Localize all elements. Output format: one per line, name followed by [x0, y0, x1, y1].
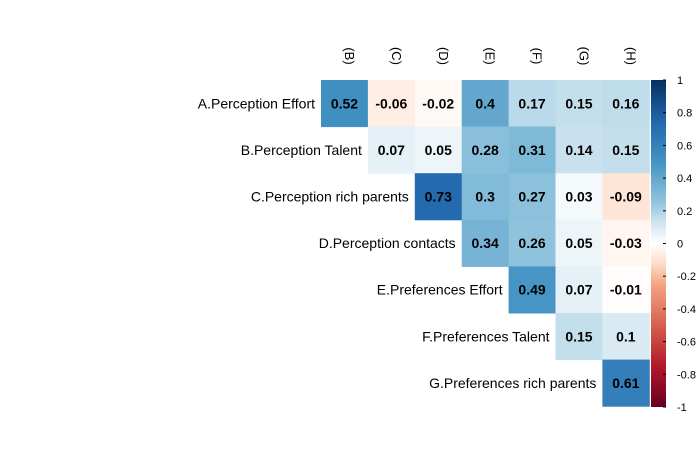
heatmap-cell: [508, 219, 556, 267]
heatmap-cell: [508, 266, 556, 314]
cell-value-label: 0.61: [612, 375, 639, 391]
cell-value-label: 0.31: [518, 142, 545, 158]
heatmap-cell: [414, 126, 463, 174]
cell-value-label: -0.02: [422, 95, 454, 111]
heatmap-cell: [508, 80, 556, 128]
column-label: (G): [577, 47, 592, 66]
heatmap-cell: [602, 266, 650, 314]
heatmap-cells: 0.52 -0.06 -0.02 0.4 0.17 0.15 0.16 0.07 0.05 0.2…: [321, 80, 650, 407]
cell-value-label: 0.3: [475, 189, 495, 205]
heatmap-cell: [555, 173, 603, 221]
heatmap-cell: [461, 80, 510, 128]
cell-value-label: -0.03: [610, 235, 642, 251]
heatmap-cell: [555, 219, 603, 267]
heatmap-cell: [321, 80, 369, 128]
column-label: (E): [483, 47, 498, 64]
heatmap-cell: [555, 126, 603, 174]
column-label: (C): [389, 47, 404, 65]
heatmap-cell: [555, 313, 603, 361]
row-label: A.Perception Effort: [198, 95, 315, 111]
row-label: D.Perception contacts: [319, 235, 456, 251]
heatmap-cell: [367, 80, 416, 128]
cell-value-label: -0.01: [610, 282, 642, 298]
cell-value-label: 0.07: [378, 142, 405, 158]
cell-value-label: 0.07: [565, 282, 592, 298]
cell-value-label: 0.26: [518, 235, 545, 251]
column-label: (D): [436, 47, 451, 65]
cell-value-label: 0.16: [612, 95, 639, 111]
colorbar-tick-label: -0.6: [677, 337, 696, 349]
cell-value-label: -0.09: [610, 189, 642, 205]
column-label: (H): [623, 47, 638, 65]
column-label: (B): [342, 47, 357, 64]
color-legend: 1 0.8 0.6 0.4 0.2 0 -0.2 -0.4 -0.6 -0.8 -1: [651, 75, 696, 414]
cell-value-label: 0.73: [425, 189, 452, 205]
cell-value-label: 0.4: [475, 95, 495, 111]
colorbar-tick-label: -0.8: [677, 369, 696, 381]
row-label: G.Preferences rich parents: [429, 375, 596, 391]
heatmap-cell: [414, 173, 463, 221]
cell-value-label: 0.05: [565, 235, 592, 251]
heatmap-cell: [602, 219, 650, 267]
heatmap-cell: [602, 80, 650, 128]
cell-value-label: 0.15: [565, 328, 592, 344]
heatmap-cell: [602, 173, 650, 221]
heatmap-cell: [414, 80, 463, 128]
heatmap-cell: [508, 126, 556, 174]
heatmap-cell: [602, 359, 650, 407]
cell-value-label: 0.1: [616, 328, 636, 344]
cell-value-label: 0.28: [472, 142, 499, 158]
heatmap-cell: [461, 126, 510, 174]
heatmap-cell: [602, 313, 650, 361]
colorbar-tick-label: -0.2: [677, 271, 696, 283]
heatmap-cell: [461, 219, 510, 267]
cell-value-label: 0.17: [518, 95, 545, 111]
row-label: C.Perception rich parents: [251, 189, 409, 205]
heatmap-cell: [555, 266, 603, 314]
cell-value-label: 0.05: [425, 142, 452, 158]
heatmap-cell: [461, 173, 510, 221]
cell-value-label: 0.14: [565, 142, 592, 158]
heatmap-cell: [555, 80, 603, 128]
row-labels: A.Perception Effort B.Perception Talent C.…: [198, 95, 597, 391]
cell-value-label: 0.34: [472, 235, 499, 251]
colorbar-tick-label: 0.6: [677, 140, 692, 152]
colorbar-gradient: [651, 80, 666, 407]
colorbar-tick-label: -0.4: [677, 304, 696, 316]
colorbar-tick-label: 0.4: [677, 173, 692, 185]
colorbar-tick-label: 0.8: [677, 108, 692, 120]
colorbar-tick-label: 1: [677, 75, 683, 87]
row-label: B.Perception Talent: [241, 142, 362, 158]
cell-value-label: 0.27: [518, 189, 545, 205]
colorbar-ticks: 1 0.8 0.6 0.4 0.2 0 -0.2 -0.4 -0.6 -0.8 -1: [663, 75, 696, 414]
column-labels: (B) (C) (D) (E) (F) (G) (H): [342, 47, 638, 66]
cell-value-label: 0.15: [565, 95, 592, 111]
row-label: E.Preferences Effort: [377, 282, 503, 298]
row-label: F.Preferences Talent: [422, 328, 549, 344]
cell-value-label: 0.52: [331, 95, 358, 111]
heatmap-cell: [367, 126, 416, 174]
colorbar-tick-label: -1: [677, 402, 687, 414]
cell-value-label: 0.03: [565, 189, 592, 205]
heatmap-cell: [602, 126, 650, 174]
colorbar-tick-label: 0: [677, 239, 683, 251]
cell-value-label: -0.06: [375, 95, 407, 111]
column-label: (F): [530, 48, 545, 65]
cell-value-label: 0.15: [612, 142, 639, 158]
cell-value-label: 0.49: [518, 282, 545, 298]
colorbar-tick-label: 0.2: [677, 206, 692, 218]
heatmap-cell: [508, 173, 556, 221]
